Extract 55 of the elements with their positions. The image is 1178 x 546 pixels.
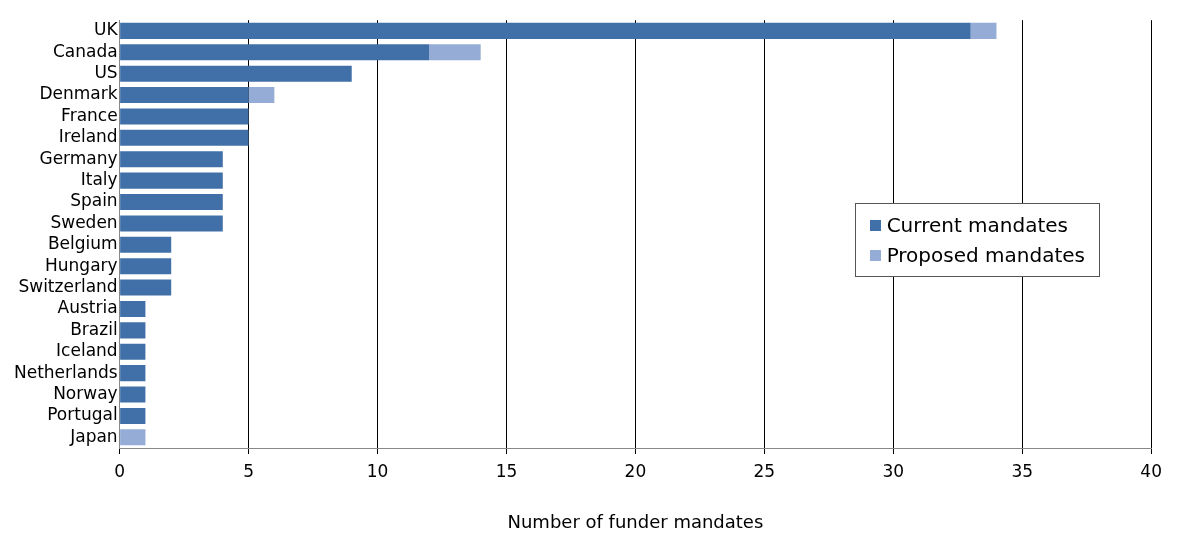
y-tick-label: France <box>61 104 118 125</box>
y-tick-label: Iceland <box>56 340 118 361</box>
bar <box>120 429 146 446</box>
y-tick-label: Hungary <box>45 254 118 275</box>
bar <box>120 407 146 424</box>
x-tick-label: 30 <box>882 460 905 481</box>
legend-label: Proposed mandates <box>886 242 1085 269</box>
y-tick-label: Belgium <box>47 233 118 254</box>
y-tick-label: Austria <box>57 297 118 318</box>
bar <box>120 322 146 339</box>
bar <box>120 87 249 104</box>
y-tick-label: US <box>94 62 118 83</box>
x-tick-label: 5 <box>243 460 254 481</box>
y-tick-label: Spain <box>70 190 118 211</box>
y-tick-label: UK <box>94 19 119 40</box>
bar <box>120 151 223 168</box>
bar <box>120 129 249 146</box>
y-tick-label: Brazil <box>70 318 118 339</box>
x-tick-label: 40 <box>1140 460 1162 481</box>
bar <box>120 108 249 125</box>
x-tick-label: 10 <box>366 460 389 481</box>
bar <box>120 343 146 360</box>
y-tick-label: Norway <box>53 382 118 403</box>
y-tick-label: Italy <box>80 169 118 190</box>
legend-label: Current mandates <box>886 212 1069 239</box>
bar <box>120 215 223 232</box>
y-tick-label: Sweden <box>50 211 118 232</box>
bar <box>120 44 430 61</box>
x-tick-label: 0 <box>114 460 126 481</box>
bar <box>120 365 146 382</box>
x-tick-label: 25 <box>753 460 776 481</box>
bar <box>970 22 997 39</box>
bar <box>120 172 223 189</box>
y-tick-label: Ireland <box>58 126 118 147</box>
bar <box>120 193 223 211</box>
y-tick-label: Japan <box>69 425 118 446</box>
bar <box>120 279 172 296</box>
bar <box>429 44 481 61</box>
x-tick-label: 35 <box>1011 460 1034 481</box>
x-tick-label: 20 <box>624 460 647 481</box>
y-tick-label: Portugal <box>47 404 118 425</box>
x-tick-label: 15 <box>495 460 518 481</box>
y-tick-label: Netherlands <box>13 361 118 382</box>
x-axis-title: Number of funder mandates <box>507 510 764 532</box>
y-tick-label: Switzerland <box>18 276 118 296</box>
bar <box>120 258 172 275</box>
bar <box>120 65 352 82</box>
bar <box>120 22 971 39</box>
y-tick-label: Denmark <box>39 83 118 104</box>
bar <box>120 386 146 403</box>
bar <box>120 236 172 253</box>
bar <box>120 300 146 317</box>
y-tick-label: Germany <box>39 147 118 168</box>
bar <box>248 87 275 104</box>
y-tick-label: Canada <box>52 40 118 61</box>
